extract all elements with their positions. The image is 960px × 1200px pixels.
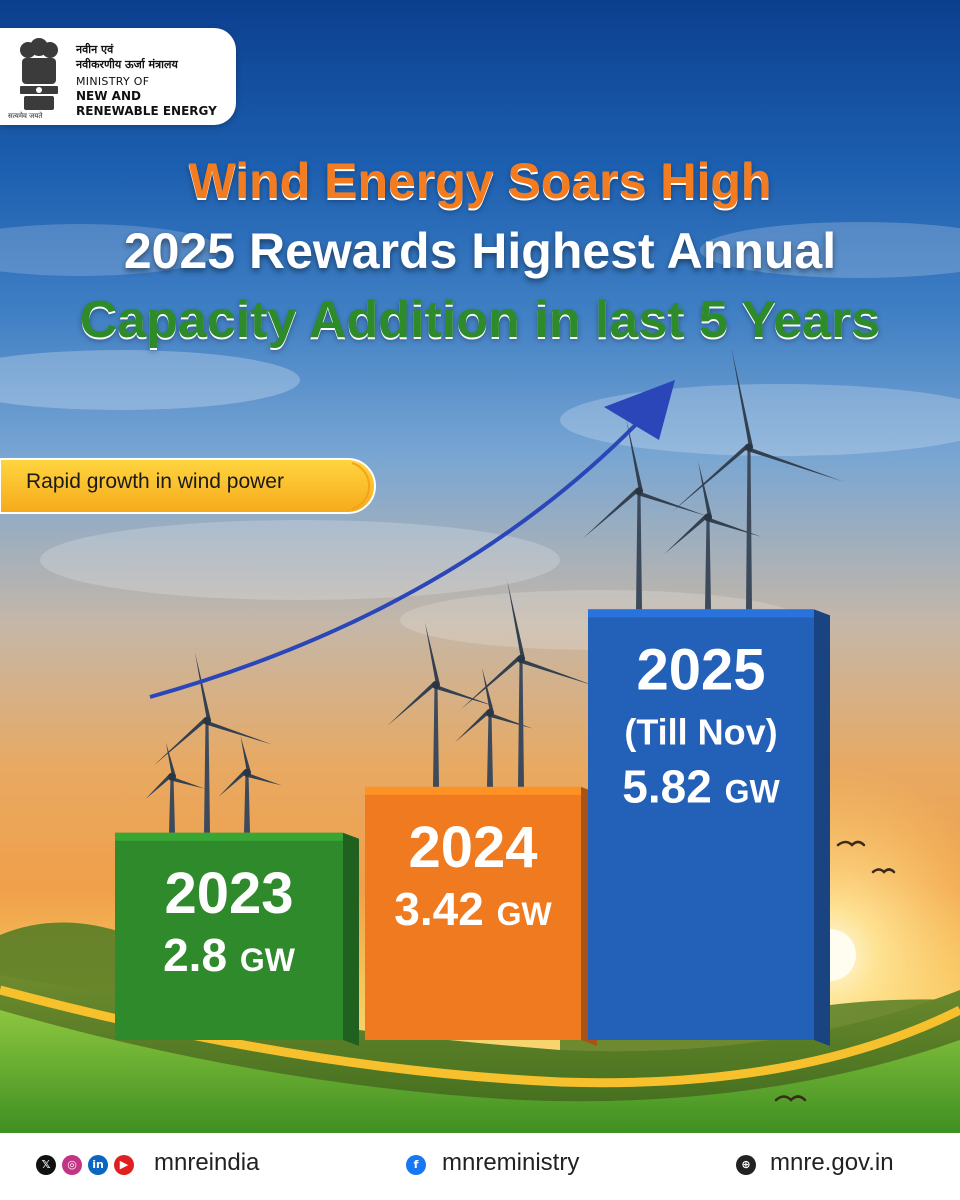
- growth-arrow: [149, 380, 675, 699]
- linkedin-icon[interactable]: in: [88, 1155, 108, 1175]
- ministry-logo-card: नवीन एवं नवीकरणीय ऊर्जा मंत्रालय MINISTR…: [0, 28, 236, 125]
- bar-value-2024: 3.42 GW: [394, 883, 552, 935]
- wind-turbines: [145, 348, 844, 833]
- globe-icon[interactable]: ⊕: [736, 1155, 756, 1175]
- bar-top-2025: [588, 609, 814, 618]
- turbine-2023-a: [145, 742, 205, 833]
- turbine-2024-a: [387, 622, 496, 787]
- birds: [774, 840, 896, 1102]
- tag-banner: [0, 458, 376, 514]
- social-handle-link[interactable]: mnreindia: [154, 1149, 260, 1176]
- bar-label-year-2024: 2024: [408, 815, 537, 880]
- youtube-icon[interactable]: ▶: [114, 1155, 134, 1175]
- bar-top-2023: [115, 832, 343, 841]
- bar-front-2023: [115, 832, 343, 1040]
- x-icon[interactable]: 𝕏: [36, 1155, 56, 1175]
- bar-label-year-2025: 2025: [636, 637, 765, 702]
- bar-top-2024: [365, 786, 581, 795]
- ministry-name-english-line2: NEW AND: [76, 89, 141, 103]
- bar-note-2025: (Till Nov): [624, 711, 777, 752]
- instagram-icon[interactable]: ◎: [62, 1155, 82, 1175]
- turbine-2024-c: [460, 580, 596, 787]
- growth-arrow-line: [149, 408, 652, 699]
- ministry-name-english-line1: MINISTRY OF: [76, 75, 150, 88]
- facebook-icon[interactable]: f: [406, 1155, 426, 1175]
- bar-value-2023: 2.8 GW: [163, 929, 296, 981]
- bar-label-year-2023: 2023: [164, 861, 293, 926]
- growth-arrow-head: [604, 380, 675, 440]
- headline-line1: Wind Energy Soars High: [188, 153, 772, 209]
- bar-value-2025: 5.82 GW: [622, 760, 780, 812]
- bar-2025: 2025 (Till Nov) 5.82 GW: [588, 609, 830, 1046]
- tag-label: Rapid growth in wind power: [26, 470, 284, 493]
- bar-side-2025: [814, 609, 830, 1046]
- footer-bar: [0, 1133, 960, 1200]
- website-link[interactable]: mnre.gov.in: [770, 1149, 894, 1176]
- emblem-motto: सत्यमेव जयते: [8, 112, 43, 120]
- turbine-2025-a: [582, 419, 708, 610]
- turbine-2025-c: [672, 348, 844, 610]
- turbine-2023-b: [153, 652, 273, 833]
- ministry-name-hindi-line1: नवीन एवं: [76, 43, 114, 56]
- turbine-2023-c: [218, 736, 282, 833]
- bar-side-2023: [343, 832, 359, 1046]
- national-emblem-icon: [20, 38, 58, 110]
- headline-line2: 2025 Rewards Highest Annual: [123, 223, 837, 279]
- ministry-name-hindi-line2: नवीकरणीय ऊर्जा मंत्रालय: [76, 58, 178, 71]
- bar-front-2025: [588, 609, 814, 1040]
- turbine-2025-b: [664, 461, 762, 610]
- headline-line3: Capacity Addition in last 5 Years: [79, 291, 881, 349]
- hill-front: [0, 1010, 960, 1133]
- facebook-handle-link[interactable]: mnreministry: [442, 1149, 580, 1176]
- ministry-name-english-line3: RENEWABLE ENERGY: [76, 104, 217, 118]
- bar-front-2024: [365, 786, 581, 1040]
